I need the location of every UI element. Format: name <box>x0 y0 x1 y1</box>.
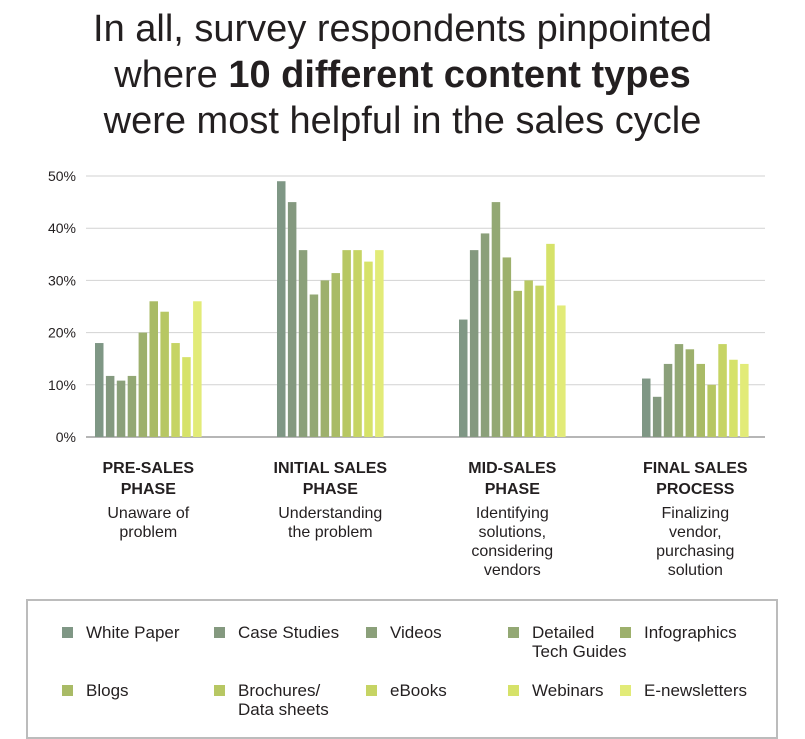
title-line-2: where 10 different content types <box>0 52 805 98</box>
bar <box>182 357 191 437</box>
bar <box>524 280 533 437</box>
bar <box>95 343 104 437</box>
bar <box>557 305 566 437</box>
legend-swatch <box>62 627 73 638</box>
bar <box>287 202 297 437</box>
bar <box>642 378 651 437</box>
category-description: Unaware of problem <box>107 505 189 541</box>
category-heading: FINAL SALES PROCESS <box>643 460 748 498</box>
legend-label: eBooks <box>390 681 447 700</box>
title-line-3: were most helpful in the sales cycle <box>103 100 702 142</box>
bar <box>138 332 148 437</box>
bar <box>171 343 180 437</box>
legend-label: Brochures/ Data sheets <box>238 681 329 719</box>
legend-label: Detailed Tech Guides <box>532 623 627 661</box>
legend-label: Infographics <box>644 623 737 642</box>
bar <box>652 396 662 437</box>
bar <box>277 181 286 437</box>
title-line-2-bold: 10 different content types <box>228 54 691 96</box>
legend-label: Videos <box>390 623 442 642</box>
bar <box>298 250 308 437</box>
category-heading: MID-SALES PHASE <box>468 460 556 498</box>
y-tick-label: 0% <box>56 429 76 445</box>
bar <box>331 273 340 437</box>
legend-label: Blogs <box>86 681 129 700</box>
chart-title: In all, survey respondents pinpointed wh… <box>0 6 805 144</box>
bar <box>127 375 137 437</box>
legend-swatch <box>508 685 519 696</box>
bar <box>491 202 501 437</box>
bar <box>320 280 330 437</box>
title-line-1: In all, survey respondents pinpointed <box>93 8 712 50</box>
bar <box>193 301 202 437</box>
bar <box>469 250 479 437</box>
category-description: Identifying solutions, considering vendors <box>471 505 553 579</box>
bar <box>513 290 522 437</box>
bar <box>364 261 373 437</box>
y-tick-label: 30% <box>48 272 76 288</box>
legend-swatch <box>620 685 631 696</box>
bar <box>480 233 490 437</box>
bar <box>105 375 115 437</box>
bar <box>459 319 468 437</box>
bar <box>502 257 512 437</box>
bar <box>160 311 169 437</box>
bar <box>674 344 684 437</box>
category-heading: PRE-SALES PHASE <box>103 460 195 498</box>
bar <box>116 380 126 437</box>
legend-swatch <box>214 685 225 696</box>
bar <box>696 363 705 437</box>
legend-label: Case Studies <box>238 623 340 642</box>
y-tick-label: 40% <box>48 220 76 236</box>
legend-swatch <box>620 627 631 638</box>
title-line-2-text: where <box>114 54 229 96</box>
bar-chart: 0% 10% 20% 30% 40% 50% PRE-SALES PHASE Unaware o… <box>48 168 765 579</box>
legend-label: Webinars <box>532 681 604 700</box>
legend-swatch <box>366 627 377 638</box>
bar <box>663 363 673 437</box>
bar <box>535 285 544 437</box>
legend-swatch <box>508 627 519 638</box>
category-description: Understanding the problem <box>278 505 382 541</box>
legend-label: E-newsletters <box>644 681 747 700</box>
bar <box>309 294 319 437</box>
bar <box>707 384 716 437</box>
y-tick-label: 20% <box>48 325 76 341</box>
legend-swatch <box>62 685 73 696</box>
bar <box>546 243 555 437</box>
category-description: Finalizing vendor, purchasing solution <box>656 505 734 579</box>
bar <box>342 250 351 437</box>
bar <box>729 359 738 437</box>
legend-swatch <box>214 627 225 638</box>
legend-swatch <box>366 685 377 696</box>
y-tick-label: 50% <box>48 168 76 184</box>
y-tick-label: 10% <box>48 377 76 393</box>
bar <box>375 250 384 437</box>
category-heading: INITIAL SALES PHASE <box>274 460 388 498</box>
chart-legend: White Paper Case Studies Videos Detailed Te… <box>26 599 778 739</box>
bar <box>740 363 749 437</box>
bar <box>149 301 158 437</box>
bar <box>718 344 727 437</box>
bar <box>685 349 695 437</box>
bar <box>353 250 362 437</box>
legend-label: White Paper <box>86 623 180 642</box>
